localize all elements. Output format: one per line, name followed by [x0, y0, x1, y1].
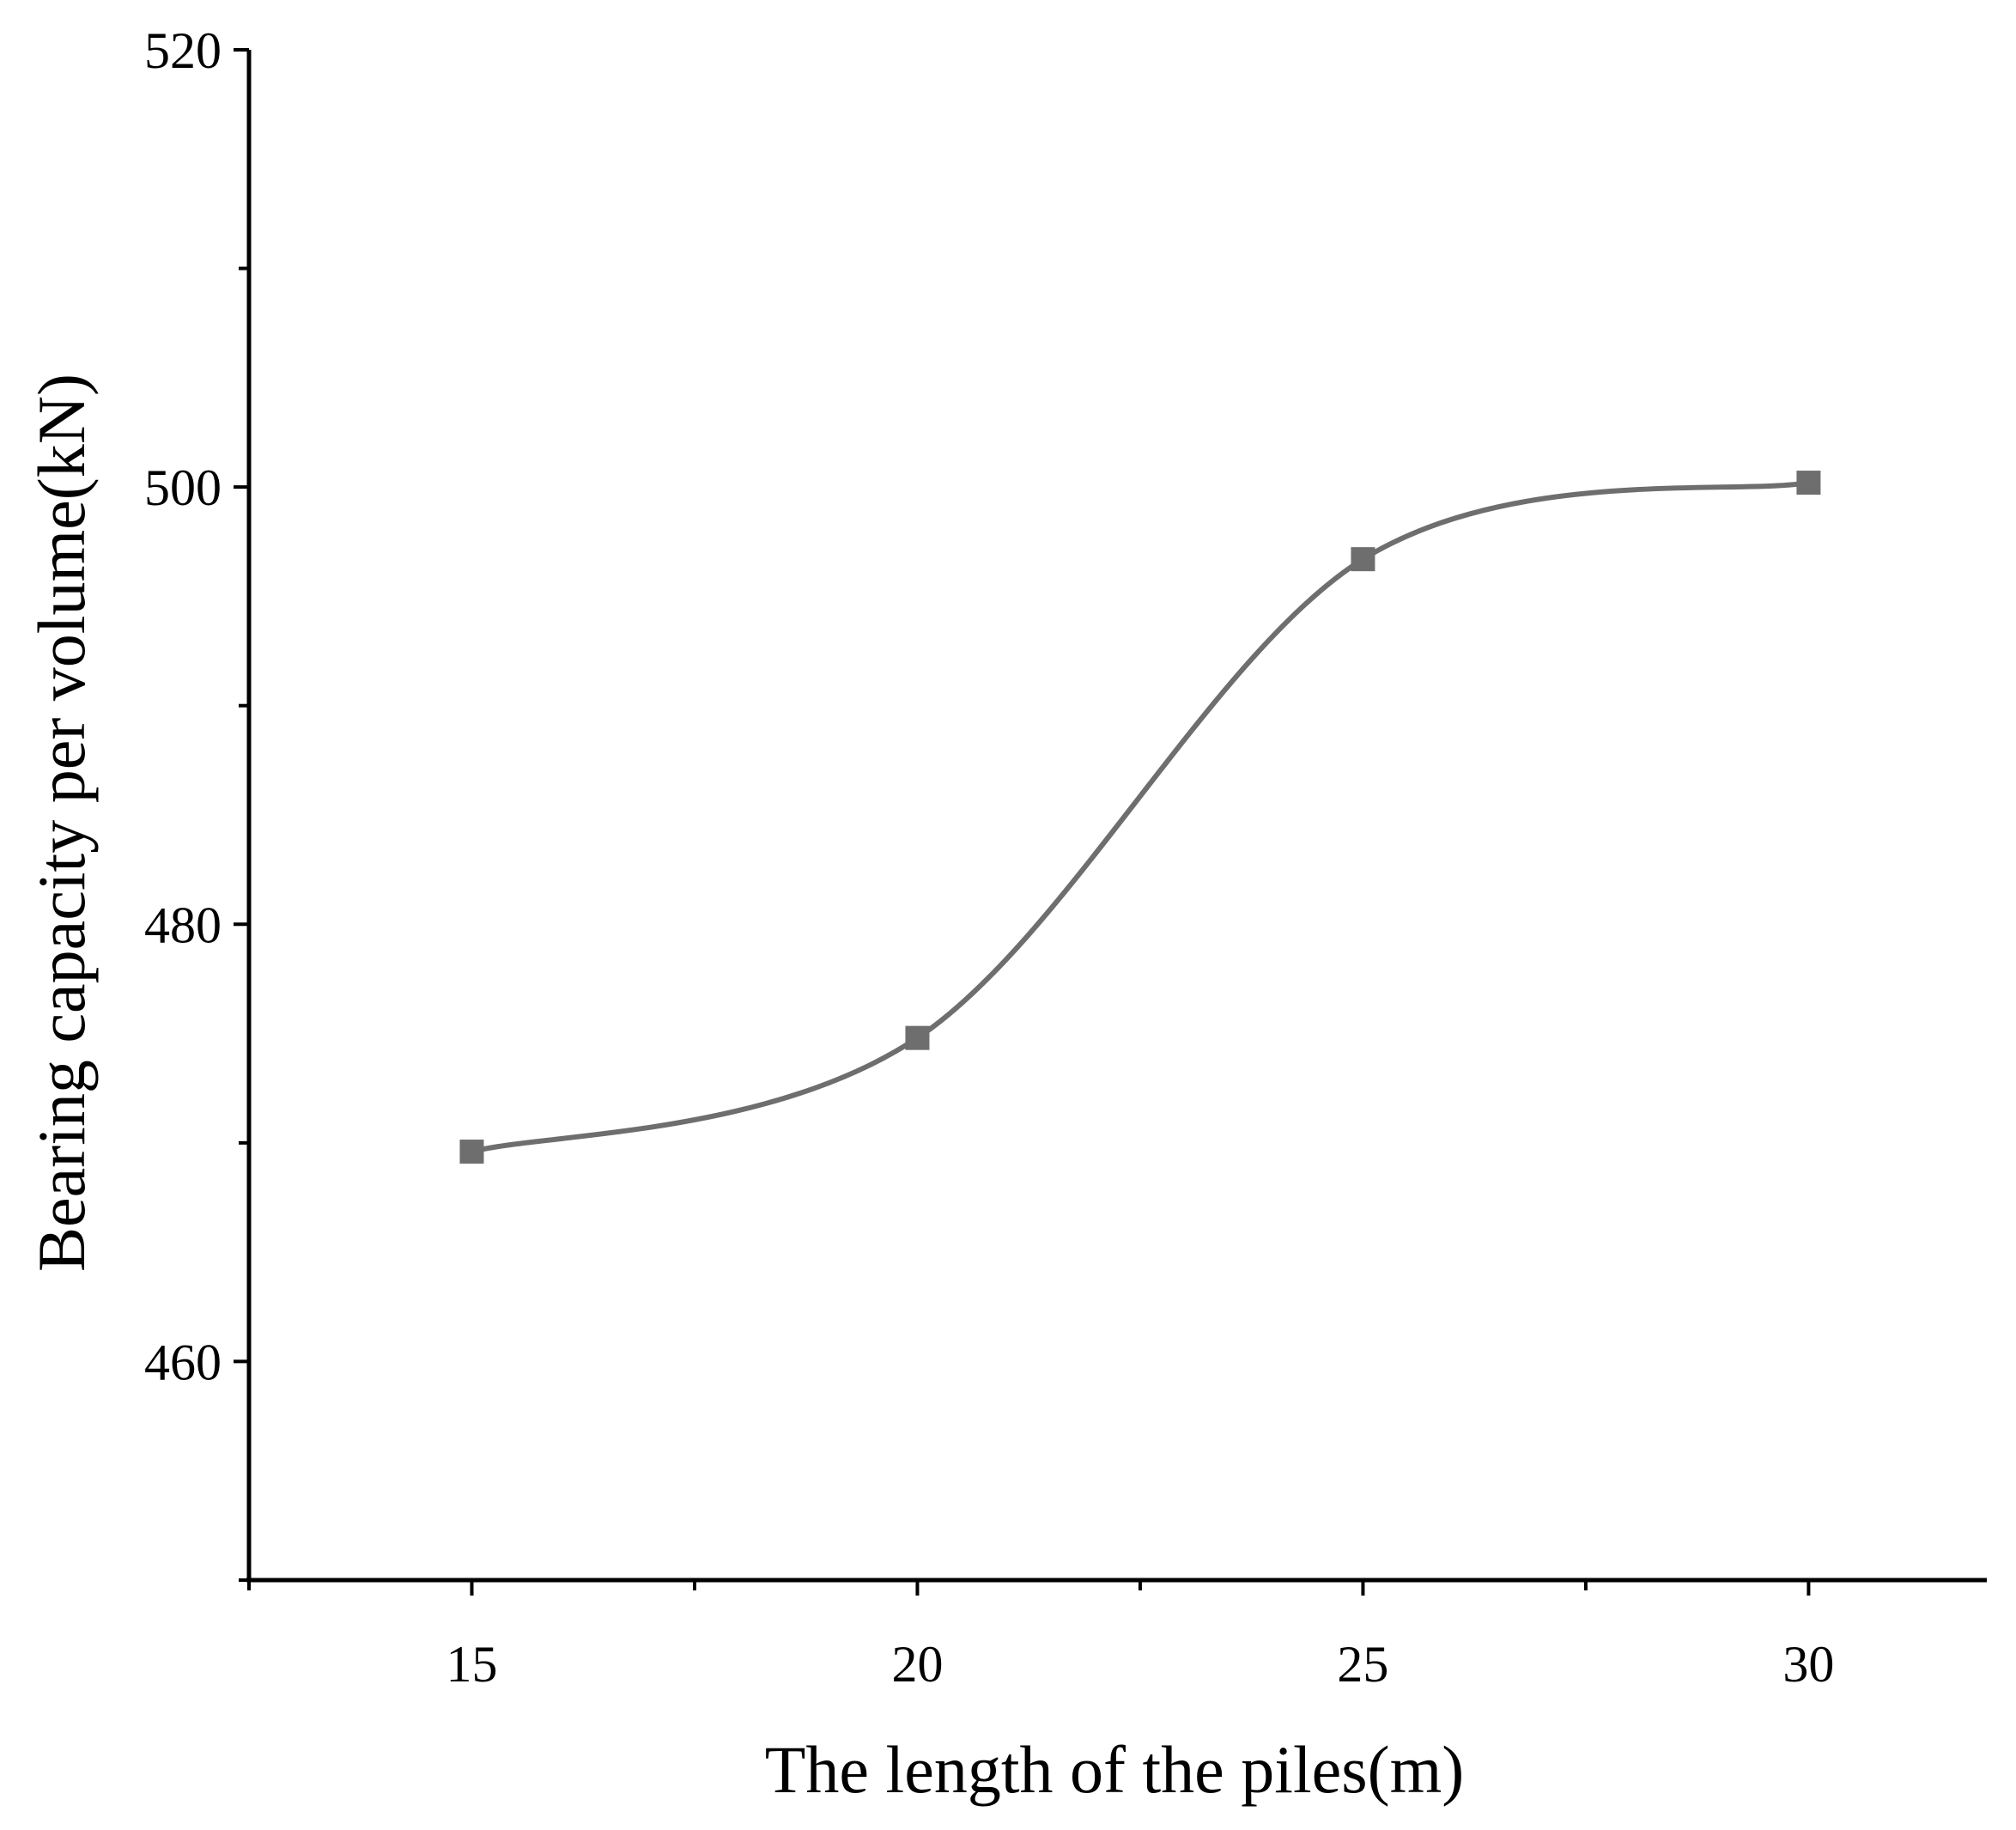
y-tick-label: 460	[144, 1334, 222, 1390]
x-tick-label: 30	[1782, 1636, 1834, 1693]
y-tick-label: 480	[144, 897, 222, 953]
y-axis-title: Bearing capacity per volume(kN)	[24, 374, 99, 1272]
series-line	[469, 480, 1812, 1155]
data-point-marker	[1351, 547, 1375, 572]
x-tick-label: 20	[891, 1636, 943, 1693]
y-tick-label: 500	[144, 459, 222, 516]
x-tick-label: 25	[1337, 1636, 1388, 1693]
axes	[246, 50, 1987, 1583]
y-tick-label: 520	[144, 22, 222, 79]
ticks: 460 480 500 520 15 20 25 30	[144, 22, 1834, 1693]
series-layer	[459, 471, 1821, 1164]
data-point-marker	[905, 1025, 930, 1050]
x-axis-title: The length of the piles(m)	[765, 1732, 1464, 1807]
data-point-marker	[1796, 471, 1821, 495]
data-point-marker	[459, 1140, 484, 1164]
x-tick-label: 15	[446, 1636, 497, 1693]
